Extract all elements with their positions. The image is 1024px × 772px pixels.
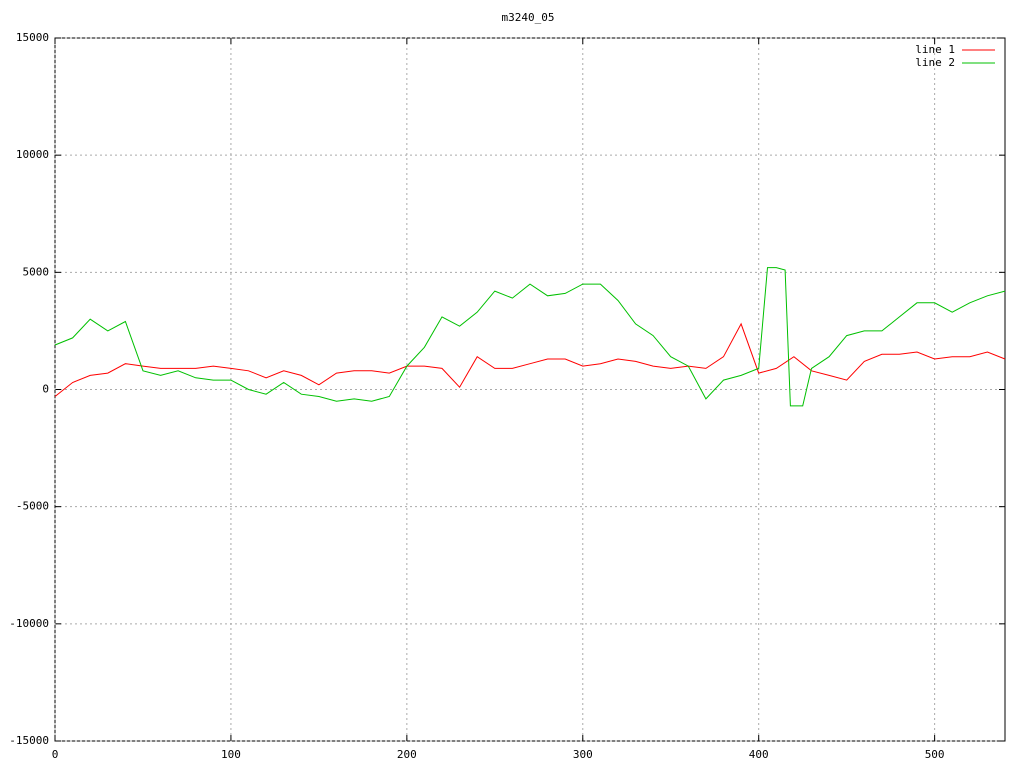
x-tick-label: 400 [749, 748, 769, 761]
x-tick-label: 200 [397, 748, 417, 761]
y-tick-label: 15000 [16, 31, 49, 44]
y-tick-label: 10000 [16, 148, 49, 161]
x-tick-label: 500 [925, 748, 945, 761]
x-tick-label: 0 [52, 748, 59, 761]
y-tick-label: -15000 [9, 734, 49, 747]
legend-label: line 1 [915, 43, 955, 56]
legend-label: line 2 [915, 56, 955, 69]
y-tick-label: -5000 [16, 500, 49, 513]
x-tick-label: 100 [221, 748, 241, 761]
chart-title: m3240_05 [502, 11, 555, 24]
y-tick-label: -10000 [9, 617, 49, 630]
data-line [54, 322, 1006, 397]
y-tick-label: 0 [42, 383, 49, 396]
data-line [54, 267, 1006, 407]
x-tick-label: 300 [573, 748, 593, 761]
y-tick-label: 5000 [23, 265, 50, 278]
